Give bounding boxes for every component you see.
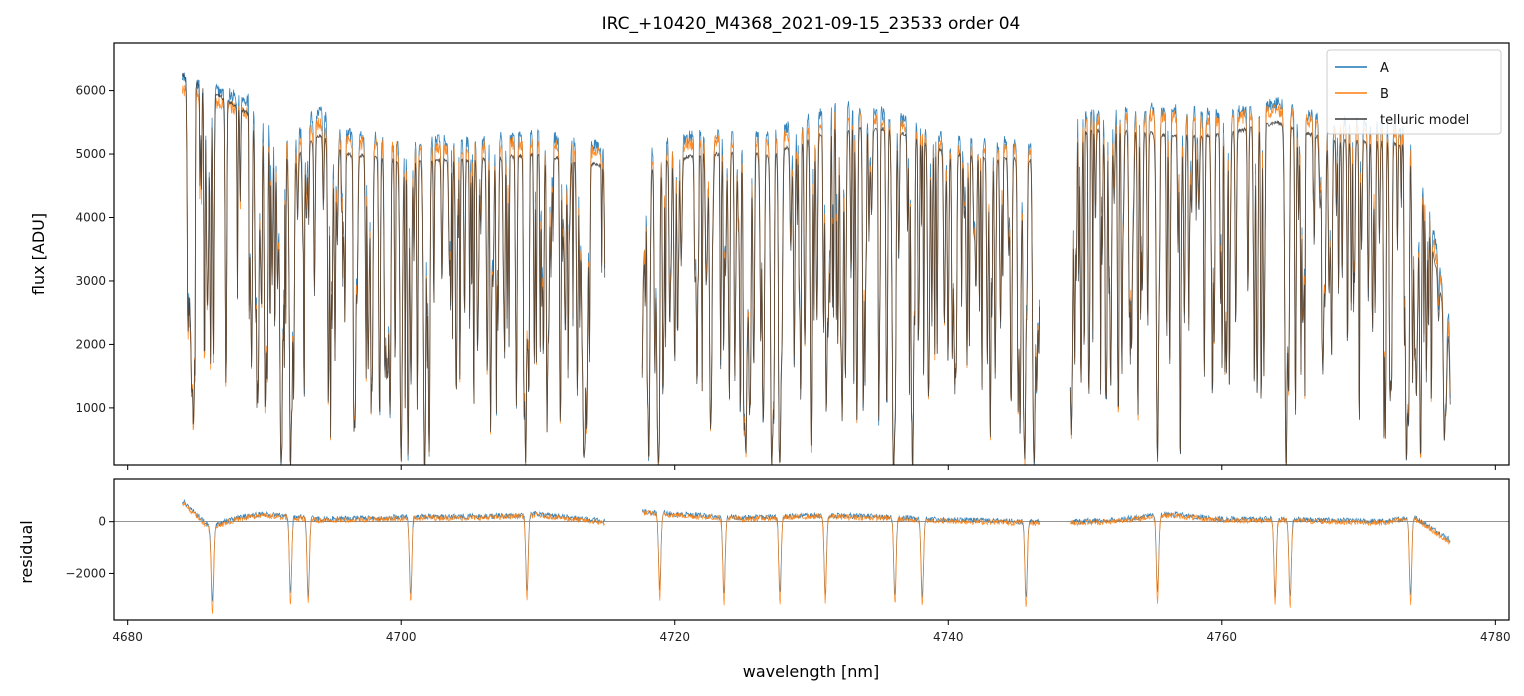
flux-y-tick-label: 5000 bbox=[75, 147, 106, 161]
legend-label-a: A bbox=[1380, 61, 1389, 76]
flux-series-telluric-model bbox=[182, 72, 1451, 465]
residual-y-tick-label: 0 bbox=[98, 515, 106, 529]
flux-axes-frame bbox=[113, 42, 1510, 466]
residual-y-axis-label: residual bbox=[17, 520, 36, 583]
residual-series-b bbox=[182, 502, 1451, 614]
residual-plot-area bbox=[114, 498, 1509, 614]
residual-axes-frame bbox=[113, 478, 1510, 621]
flux-y-tick-label: 3000 bbox=[75, 274, 106, 288]
legend-label-b: B bbox=[1380, 87, 1389, 102]
residual-x-tick-label: 4700 bbox=[386, 630, 417, 644]
residual-panel: −2000 0 4680 4700 4720 4740 4760 4780 residual… bbox=[17, 478, 1511, 681]
flux-panel: 1000 2000 3000 4000 5000 6000 flux [ADU] bbox=[29, 42, 1510, 470]
residual-x-tick-label: 4740 bbox=[933, 630, 964, 644]
residual-x-tick-label: 4780 bbox=[1480, 630, 1511, 644]
flux-y-ticks: 1000 2000 3000 4000 5000 6000 bbox=[75, 84, 114, 415]
x-axis-label: wavelength [nm] bbox=[743, 662, 880, 681]
legend-box bbox=[1326, 49, 1502, 135]
flux-y-tick-label: 4000 bbox=[75, 211, 106, 225]
flux-y-tick-label: 1000 bbox=[75, 401, 106, 415]
legend-label-telluric: telluric model bbox=[1380, 113, 1469, 128]
flux-x-ticks bbox=[127, 465, 1496, 470]
residual-y-tick-label: −2000 bbox=[65, 566, 106, 580]
residual-x-tick-label: 4760 bbox=[1207, 630, 1238, 644]
flux-y-tick-label: 2000 bbox=[75, 337, 106, 351]
residual-x-ticks: 4680 4700 4720 4740 4760 4780 bbox=[112, 620, 1511, 644]
flux-y-axis-label: flux [ADU] bbox=[29, 213, 48, 295]
chart-title: IRC_+10420_M4368_2021-09-15_23533 order … bbox=[602, 14, 1021, 34]
residual-y-ticks: −2000 0 bbox=[65, 515, 114, 580]
legend: A B telluric model bbox=[1326, 49, 1502, 135]
residual-x-tick-label: 4720 bbox=[659, 630, 690, 644]
residual-x-tick-label: 4680 bbox=[112, 630, 143, 644]
flux-y-tick-label: 6000 bbox=[75, 84, 106, 98]
flux-plot-area bbox=[182, 72, 1451, 465]
